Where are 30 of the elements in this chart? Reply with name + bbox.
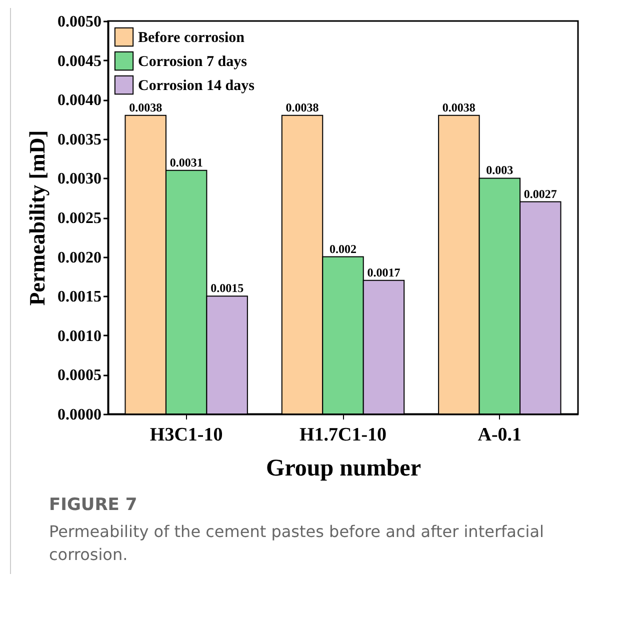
y-tick-label: 0.0000 — [58, 406, 102, 424]
y-tick-label: 0.0030 — [58, 170, 102, 188]
legend-label: Corrosion 7 days — [138, 54, 248, 70]
data-label: 0.003 — [486, 163, 514, 178]
legend-label: Before corrosion — [138, 30, 246, 46]
x-tick-label: H1.7C1-10 — [299, 424, 387, 446]
data-label: 0.0038 — [442, 100, 476, 114]
y-tick-label: 0.0035 — [58, 131, 102, 148]
x-tick-label: A-0.1 — [478, 424, 522, 446]
legend-label: Corrosion 14 days — [138, 78, 255, 94]
y-tick-label: 0.0005 — [58, 367, 102, 384]
y-tick-label: 0.0015 — [58, 288, 102, 306]
text: Permeability of the cement pastes before and after interfacial corrosion. — [49, 520, 545, 566]
y-tick-label: 0.0010 — [58, 328, 102, 345]
data-label: 0.002 — [330, 242, 356, 256]
y-tick-label: 0.0025 — [58, 210, 102, 227]
data-label: 0.0038 — [286, 100, 319, 114]
data-label: 0.0015 — [210, 281, 244, 296]
y-axis-title: Permeability [mD] — [24, 130, 50, 306]
y-tick-label: 0.0050 — [58, 14, 102, 30]
data-label: 0.0038 — [129, 100, 162, 114]
x-tick-label: H3C1-10 — [150, 424, 223, 446]
y-tick-label: 0.0045 — [58, 52, 102, 70]
y-tick-label: 0.0040 — [58, 92, 102, 110]
data-label: 0.0031 — [170, 155, 203, 170]
data-label: 0.0017 — [367, 265, 400, 280]
x-axis-title: Group number — [266, 456, 422, 482]
caption: FIGURE 7 — [49, 494, 138, 517]
data-label: 0.0027 — [524, 186, 557, 201]
y-tick-label: 0.0020 — [58, 249, 102, 266]
